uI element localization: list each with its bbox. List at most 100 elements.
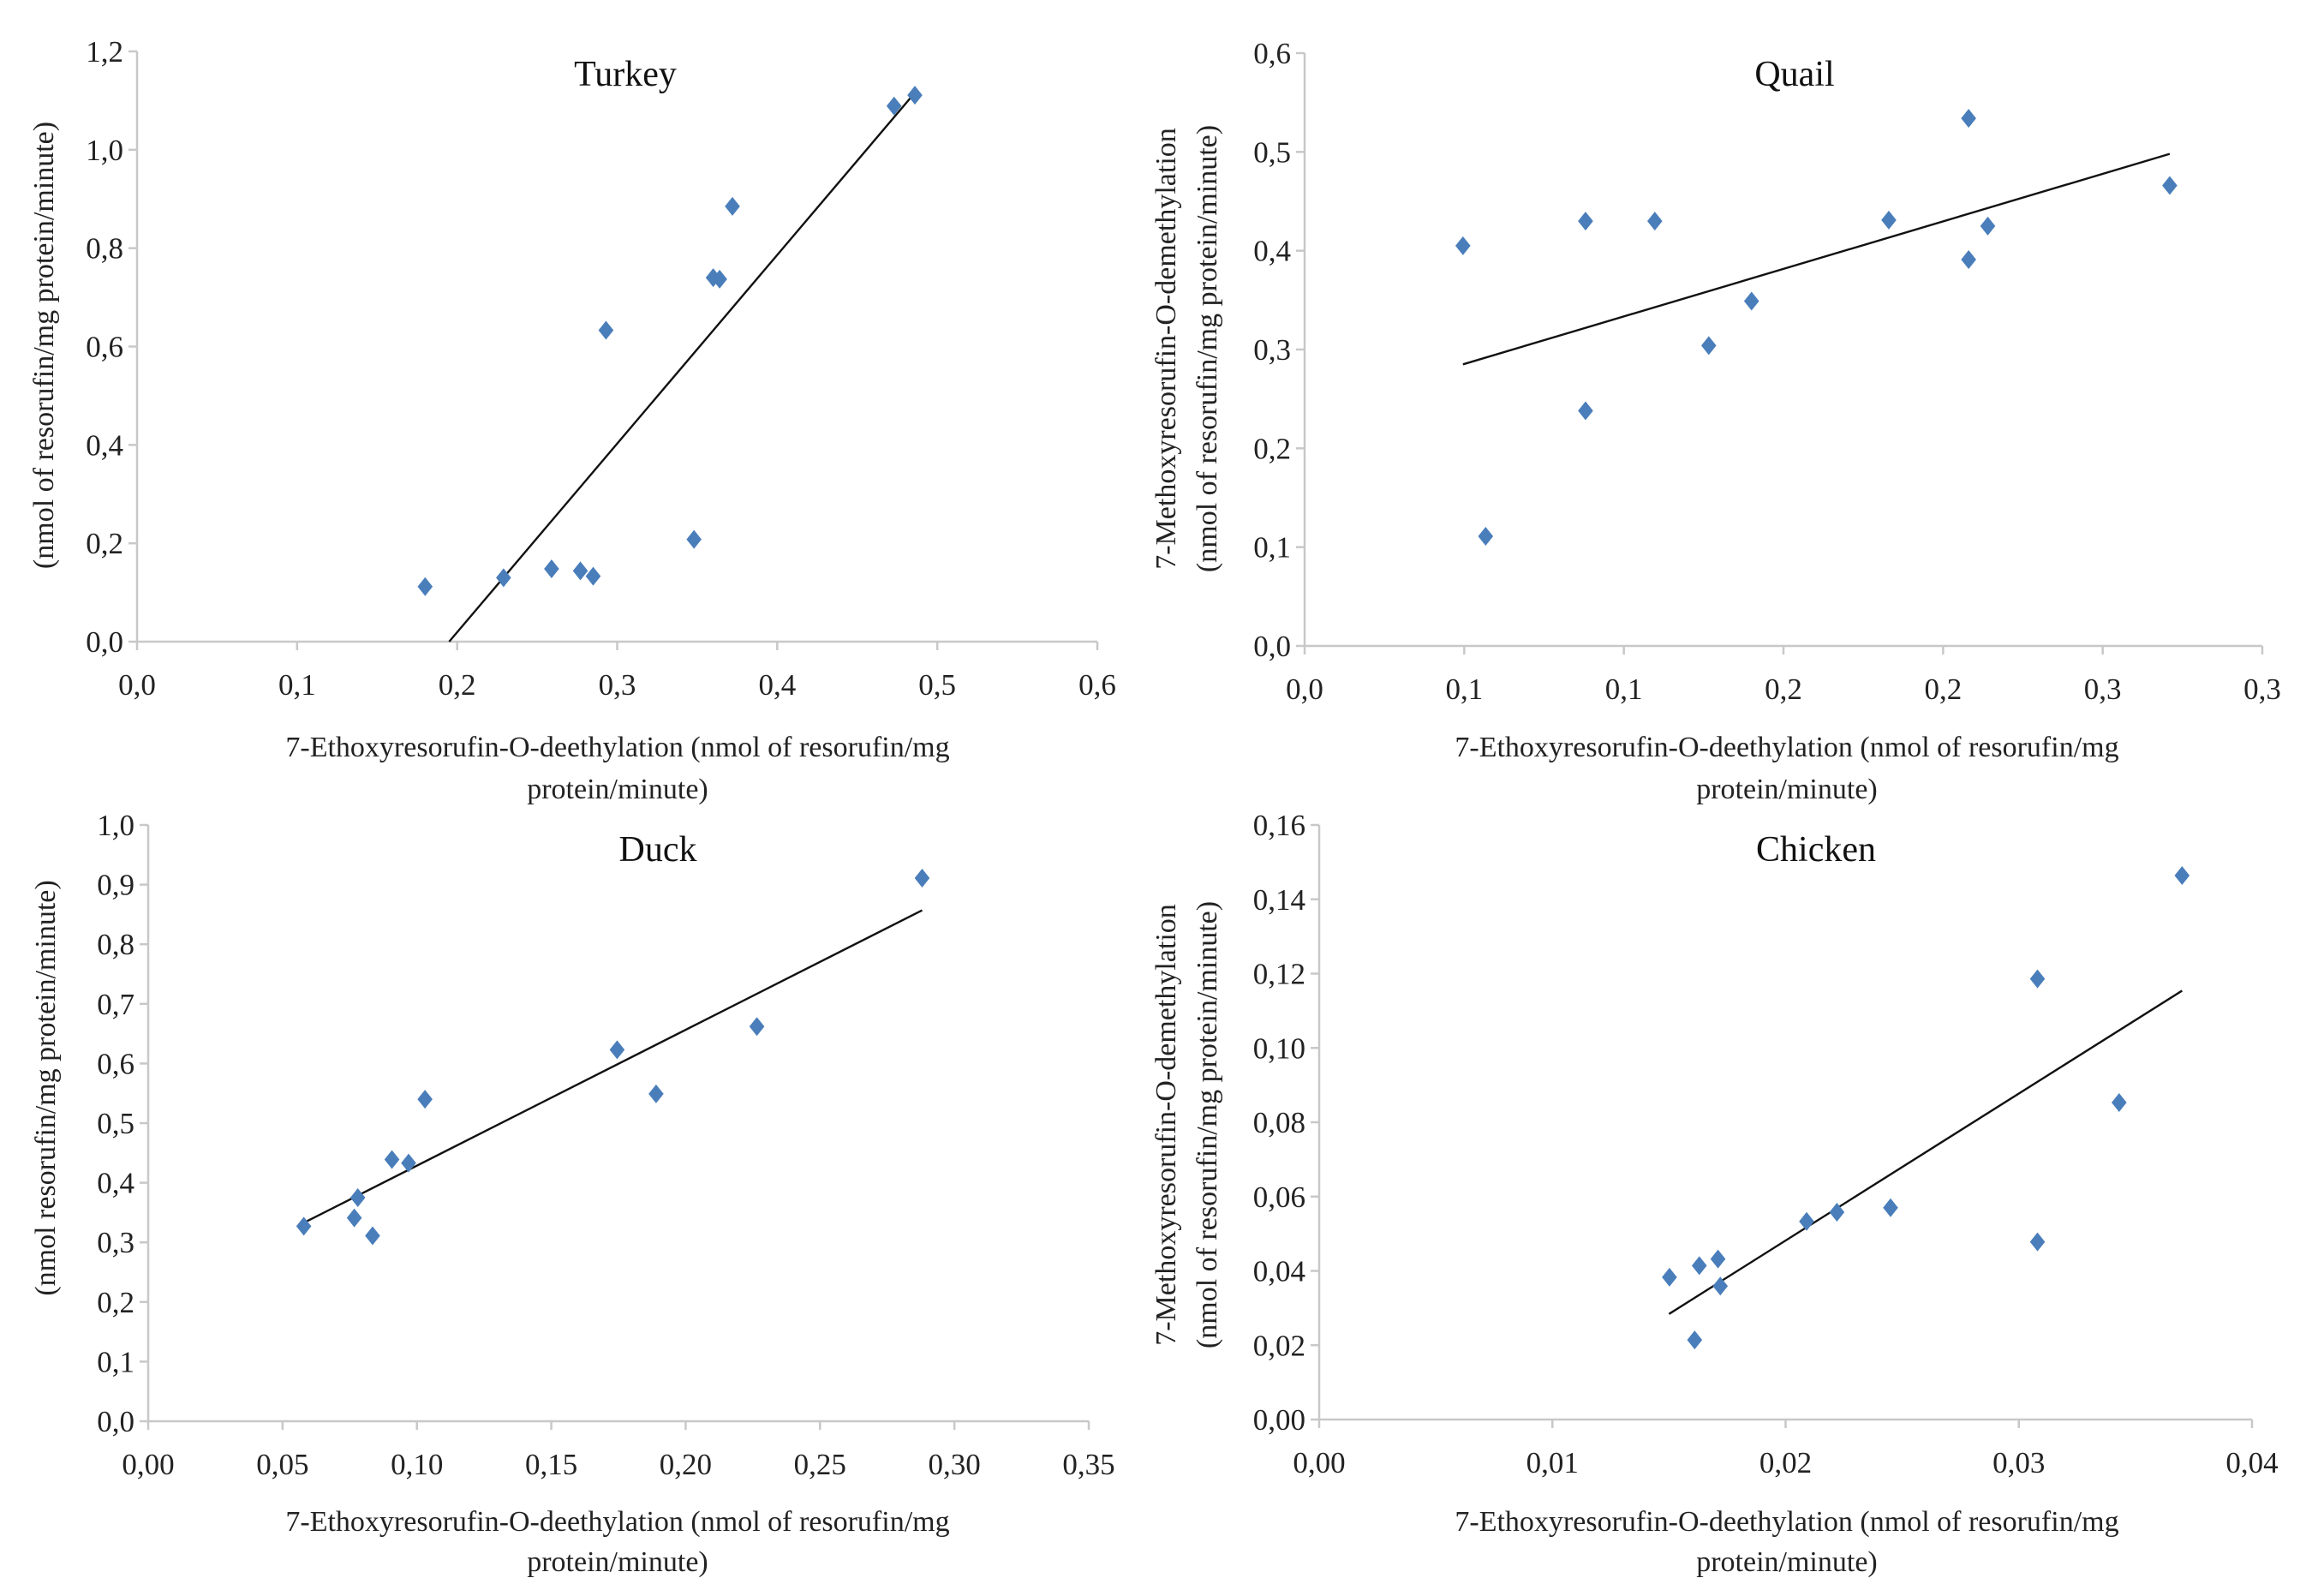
data-point: [749, 1017, 765, 1037]
x-tick-label: 0,3: [2243, 672, 2281, 706]
x-tick-label: 0,5: [918, 668, 956, 702]
x-tick-label: 0,03: [1992, 1446, 2045, 1479]
data-point: [585, 566, 601, 586]
x-tick-label: 0,6: [1078, 668, 1116, 702]
y-tick-label: 0,6: [97, 1047, 134, 1080]
x-tick-label: 0,10: [391, 1448, 443, 1481]
trendline: [1462, 152, 2171, 366]
y-tick-label: 0,16: [1253, 809, 1305, 842]
data-point: [1687, 1330, 1703, 1350]
chart-duck: 0,0 0,1 0,2 0,3 0,4 0,5 0,6 0,7 0,8 0,9 1,0 0,00 0,0…: [30, 809, 1115, 1578]
data-point: [1980, 216, 1996, 236]
x-tick-label: 0,1: [1445, 672, 1483, 706]
data-point: [346, 1208, 362, 1228]
x-tick-label: 0,04: [2225, 1446, 2278, 1479]
y-tick-label: 0,2: [97, 1286, 134, 1319]
y-tick-label: 0,7: [97, 988, 134, 1021]
y-tick-label: 0,5: [97, 1107, 134, 1140]
data-point: [1578, 401, 1593, 421]
y-axis-title: (nmol resorufin/mg protein/minute): [30, 880, 62, 1295]
x-tick-label: 0,30: [929, 1448, 981, 1481]
data-point: [1961, 250, 1976, 270]
data-point: [2029, 1232, 2046, 1252]
x-axis-title: 7-Ethoxyresorufin-O-deethylation (nmol o…: [285, 732, 949, 763]
y-tick-label: 0,08: [1253, 1106, 1305, 1139]
y-tick-label: 0,2: [86, 527, 123, 560]
data-point: [1710, 1249, 1726, 1269]
y-tick-label: 0,8: [86, 232, 123, 266]
data-point: [1700, 336, 1717, 356]
x-axis-title: 7-Ethoxyresorufin-O-deethylation (nmol o…: [1455, 732, 2118, 763]
x-tick-label: 0,0: [118, 668, 156, 702]
x-tick-label: 0,05: [256, 1448, 308, 1481]
y-tick-label: 0,4: [86, 428, 123, 462]
y-axis-title: 7-Methoxyresorufin-O-demethylation: [1150, 128, 1182, 570]
x-axis-title: protein/minute): [527, 774, 708, 805]
y-tick-label: 0,0: [86, 625, 123, 659]
y-tick-label: 0,2: [1253, 432, 1291, 465]
data-point: [1881, 210, 1897, 230]
x-tick-label: 0,3: [599, 668, 636, 702]
y-tick-label: 0,10: [1253, 1031, 1305, 1065]
data-point: [365, 1226, 380, 1246]
data-point: [417, 1090, 433, 1109]
x-tick-label: 0,2: [439, 668, 476, 702]
y-tick-label: 0,04: [1253, 1255, 1305, 1288]
x-tick-label: 0,15: [525, 1448, 577, 1481]
chart-turkey: 0,0 0,2 0,4 0,6 0,8 1,0 1,2 0,0 0,1 0,2 0,3 0,4 0,5 0…: [28, 35, 1116, 805]
y-tick-label: 0,8: [97, 928, 134, 961]
y-tick-label: 0,02: [1253, 1329, 1305, 1362]
y-tick-label: 1,0: [86, 134, 123, 167]
y-tick-label: 0,3: [97, 1226, 134, 1259]
data-point: [2162, 176, 2178, 195]
y-tick-label: 0,1: [97, 1345, 134, 1378]
data-point: [712, 269, 727, 289]
data-point: [1712, 1276, 1729, 1296]
data-point: [907, 86, 923, 105]
data-point: [349, 1188, 366, 1207]
x-axis-title: protein/minute): [1696, 774, 1878, 805]
y-tick-label: 0,00: [1253, 1403, 1305, 1437]
data-point: [1961, 109, 1976, 129]
data-point: [1799, 1211, 1814, 1231]
x-axis-title: 7-Ethoxyresorufin-O-deethylation (nmol o…: [1455, 1506, 2118, 1538]
x-tick-label: 0,00: [122, 1448, 174, 1481]
data-point: [496, 568, 511, 588]
y-tick-label: 0,12: [1253, 958, 1305, 991]
chart-title: Duck: [619, 830, 697, 870]
x-axis-title: 7-Ethoxyresorufin-O-deethylation (nmol o…: [285, 1506, 949, 1538]
x-tick-label: 0,2: [1765, 672, 1802, 706]
y-axis-title: (nmol of resorufin/mg protein/minute): [28, 122, 60, 569]
y-tick-label: 0,0: [97, 1405, 134, 1438]
chart-chicken: 0,00 0,02 0,04 0,06 0,08 0,10 0,12 0,14 0,16 0,00…: [1150, 809, 2279, 1578]
y-tick-label: 0,3: [1253, 333, 1291, 367]
y-axis-title: (nmol of resorufin/mg protein/minute): [1192, 901, 1223, 1348]
data-point: [401, 1153, 416, 1173]
data-point: [914, 868, 930, 888]
x-tick-label: 0,35: [1062, 1448, 1114, 1481]
data-point: [384, 1150, 400, 1169]
data-point: [1478, 526, 1494, 546]
y-tick-label: 0,14: [1253, 883, 1305, 917]
x-tick-label: 0,4: [758, 668, 796, 702]
x-tick-label: 0,1: [278, 668, 316, 702]
trendline: [303, 909, 923, 1224]
trendline: [1668, 989, 2183, 1315]
x-tick-label: 0,3: [2084, 672, 2122, 706]
data-point: [886, 96, 902, 116]
y-tick-label: 1,0: [97, 809, 134, 842]
data-point: [572, 561, 588, 581]
chart-title: Chicken: [1756, 830, 1876, 870]
x-axis-title: protein/minute): [527, 1546, 708, 1578]
x-tick-label: 0,0: [1286, 672, 1323, 706]
data-point: [648, 1084, 664, 1103]
y-tick-label: 0,6: [1253, 37, 1291, 70]
data-point: [544, 559, 559, 579]
data-point: [1578, 212, 1593, 231]
trendline: [448, 92, 916, 643]
y-axis-title: 7-Methoxyresorufin-O-demethylation: [1150, 904, 1182, 1346]
y-tick-label: 0,06: [1253, 1181, 1305, 1214]
x-tick-label: 0,20: [660, 1448, 712, 1481]
y-tick-label: 0,9: [97, 869, 134, 902]
